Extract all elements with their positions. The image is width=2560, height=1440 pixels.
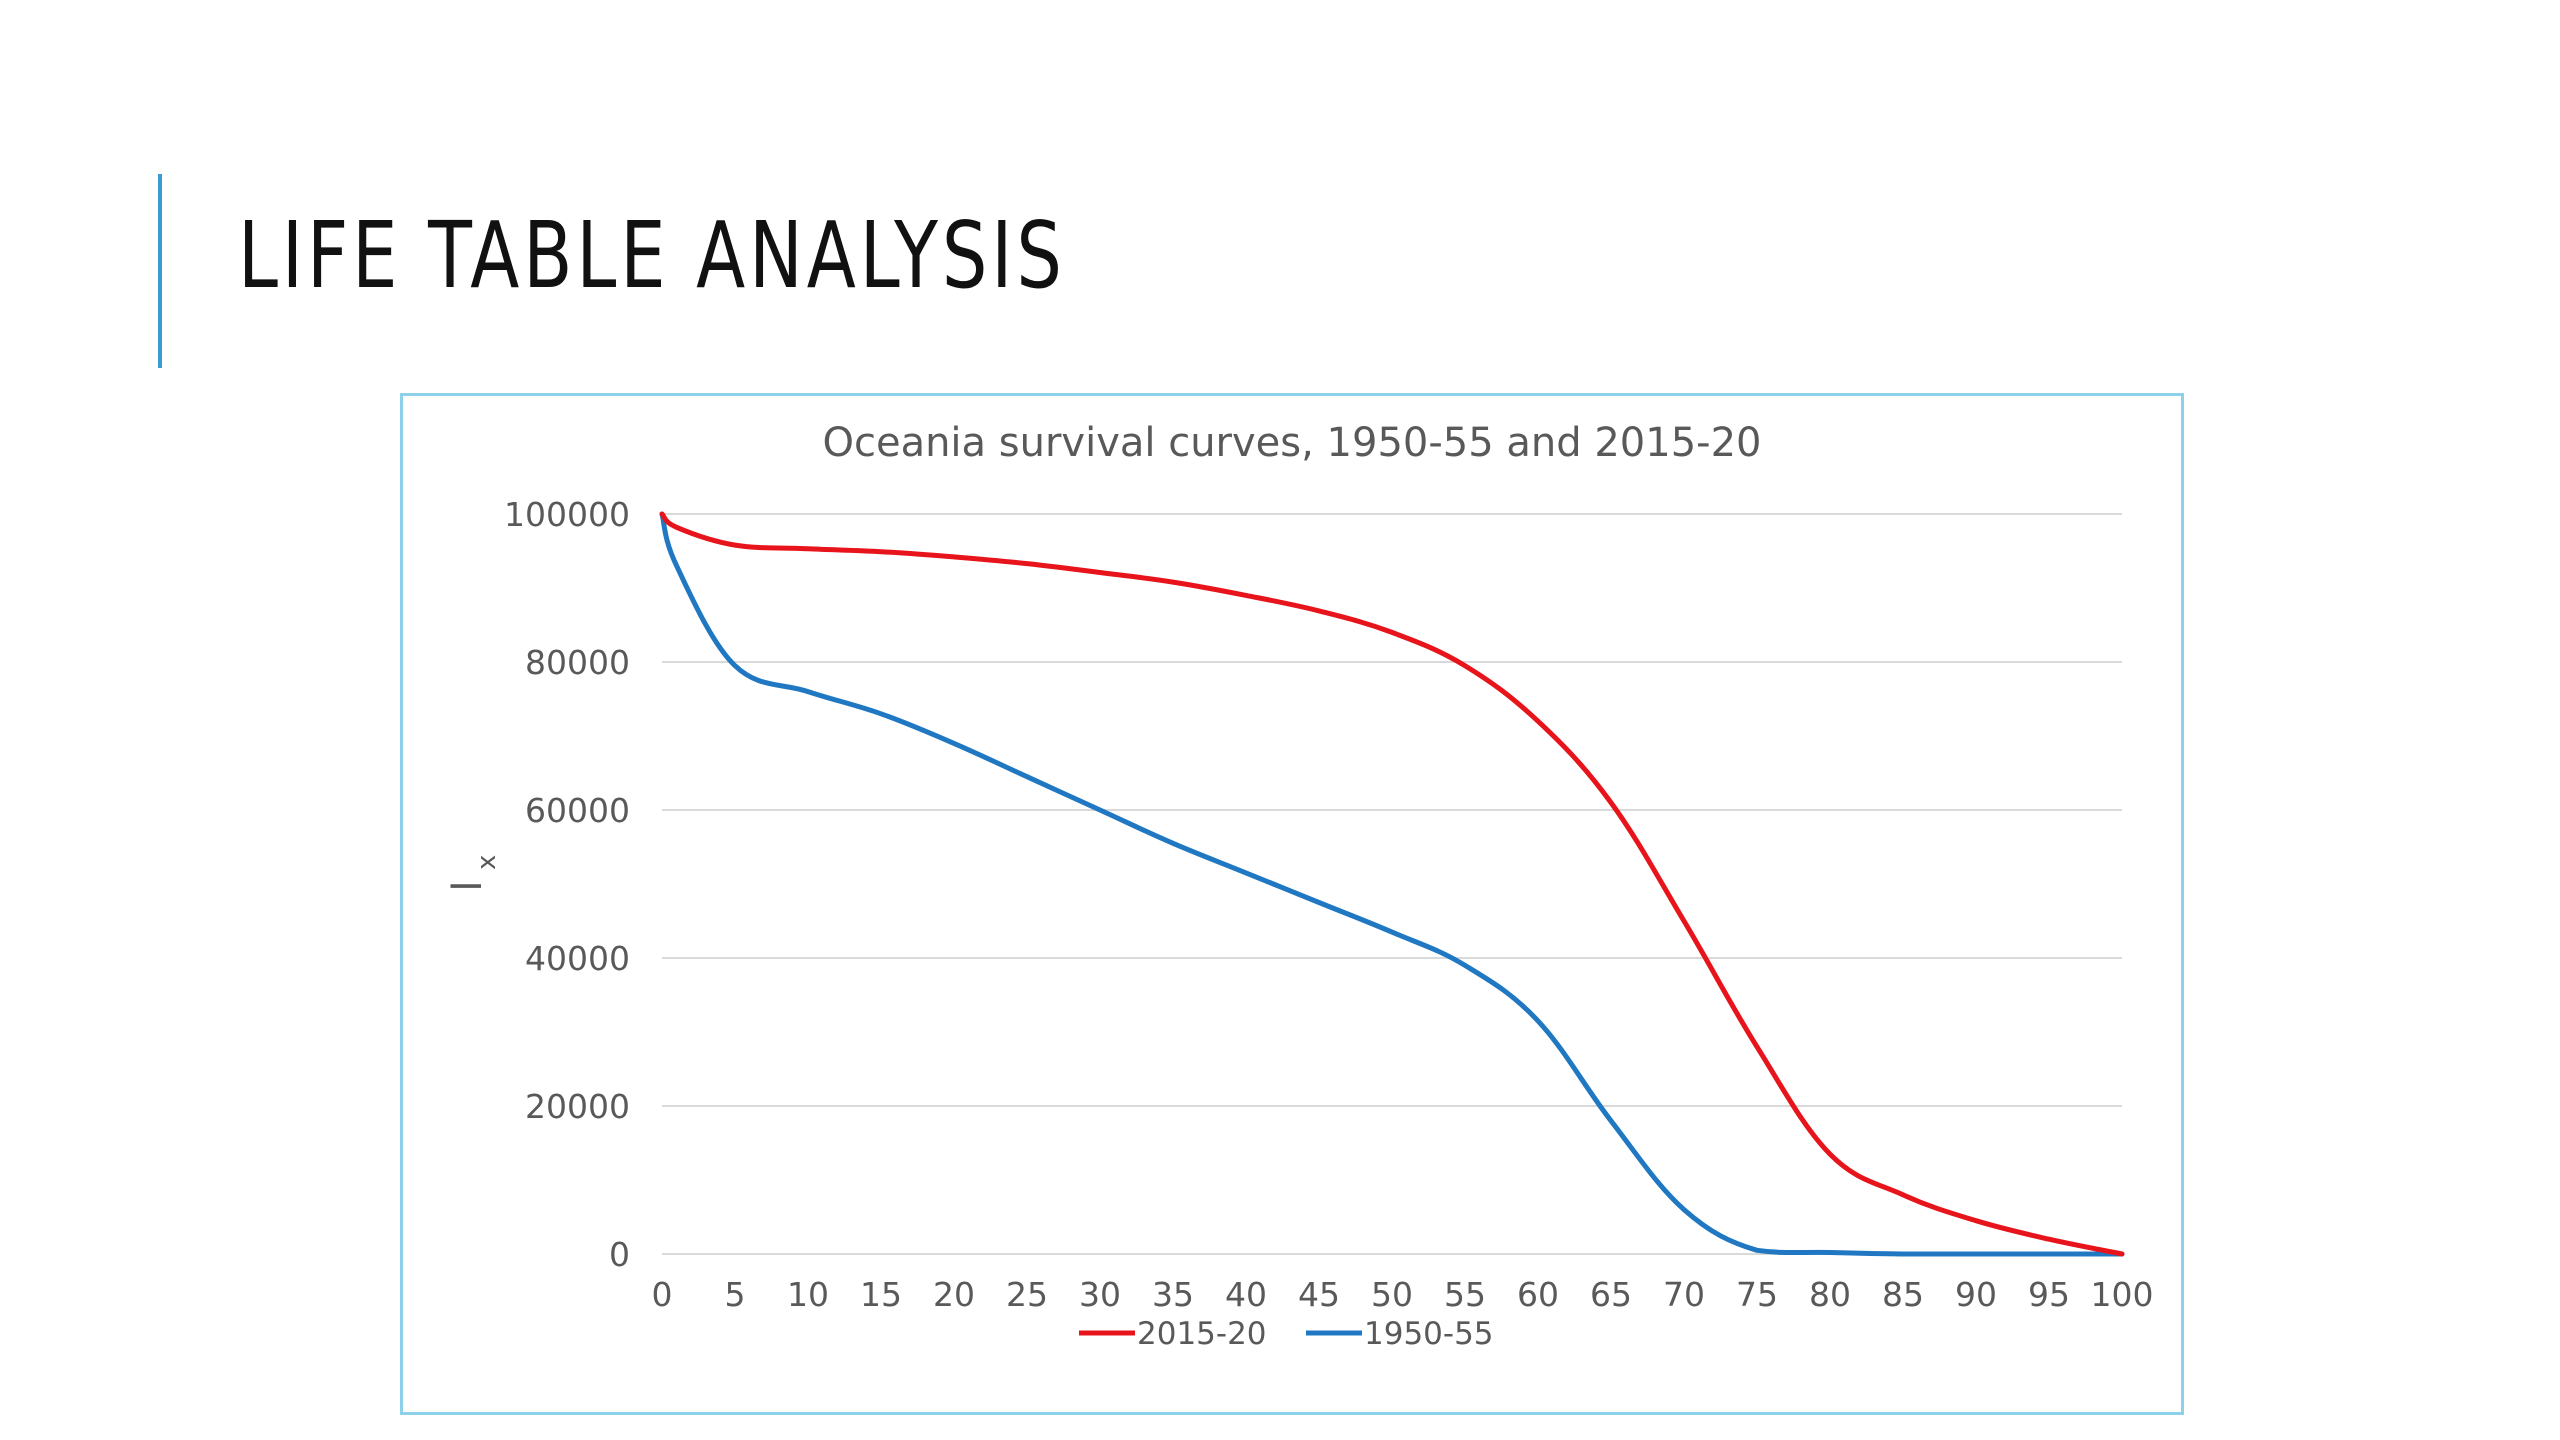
title-accent-bar	[158, 174, 162, 368]
survival-chart: Oceania survival curves, 1950-55 and 201…	[445, 420, 2154, 1352]
y-tick-label: 100000	[504, 495, 630, 534]
x-tick-label: 50	[1371, 1275, 1413, 1314]
x-tick-label: 35	[1152, 1275, 1194, 1314]
x-tick-label: 5	[725, 1275, 746, 1314]
series-lines	[659, 511, 2125, 1257]
x-tick-label: 25	[1006, 1275, 1048, 1314]
y-axis-label-subscript: x	[472, 855, 502, 870]
legend-label: 1950-55	[1364, 1316, 1494, 1352]
chart-container: Oceania survival curves, 1950-55 and 201…	[400, 393, 2184, 1415]
x-tick-label: 90	[1955, 1275, 1997, 1314]
y-axis-label: l x	[445, 855, 502, 892]
x-tick-label: 80	[1809, 1275, 1851, 1314]
series-line-1950-55	[659, 511, 2125, 1257]
x-tick-label: 40	[1225, 1275, 1267, 1314]
y-tick-label: 80000	[525, 643, 630, 682]
y-tick-label: 60000	[525, 791, 630, 830]
chart-title: Oceania survival curves, 1950-55 and 201…	[822, 420, 1761, 466]
legend-label: 2015-20	[1137, 1316, 1267, 1352]
gridlines	[662, 513, 2122, 1255]
y-axis-label-main: l	[445, 880, 491, 891]
x-tick-label: 95	[2028, 1275, 2070, 1314]
x-tick-label: 70	[1663, 1275, 1705, 1314]
x-tick-label: 65	[1590, 1275, 1632, 1314]
x-tick-label: 55	[1444, 1275, 1486, 1314]
chart-legend: 2015-20 1950-55	[1079, 1316, 1494, 1352]
x-tick-label: 15	[860, 1275, 902, 1314]
series-line-2015-20	[659, 511, 2125, 1257]
x-tick-label: 60	[1517, 1275, 1559, 1314]
slide-title: LIFE TABLE ANALYSIS	[238, 202, 1066, 309]
x-tick-label: 100	[2091, 1275, 2154, 1314]
y-axis-ticks: 0 20000 40000 60000 80000 100000	[504, 495, 630, 1274]
x-tick-label: 85	[1882, 1275, 1924, 1314]
x-tick-label: 10	[787, 1275, 829, 1314]
y-tick-label: 20000	[525, 1087, 630, 1126]
y-tick-label: 40000	[525, 939, 630, 978]
y-tick-label: 0	[609, 1235, 630, 1274]
x-axis-ticks: 0 5 10 15 20 25 30 35 40 45 50 55 60 65 70 75 80 85 90 95 10…	[652, 1275, 2154, 1314]
x-tick-label: 20	[933, 1275, 975, 1314]
x-tick-label: 30	[1079, 1275, 1121, 1314]
x-tick-label: 0	[652, 1275, 673, 1314]
x-tick-label: 75	[1736, 1275, 1778, 1314]
x-tick-label: 45	[1298, 1275, 1340, 1314]
